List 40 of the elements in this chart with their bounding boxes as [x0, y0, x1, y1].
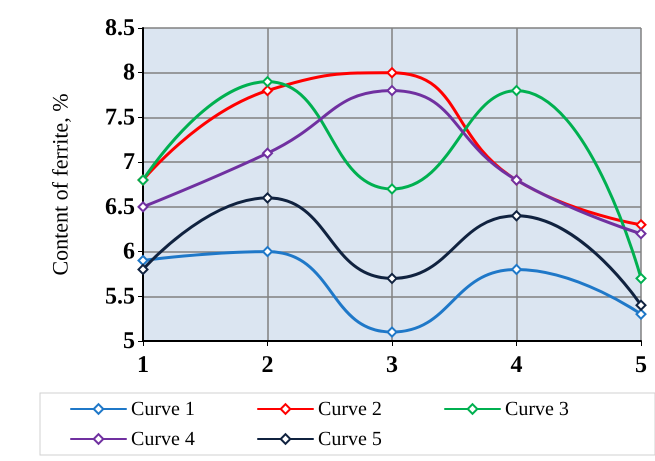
point	[386, 272, 398, 284]
point	[511, 210, 522, 222]
y-axis-title: Content of ferrite, %	[48, 93, 72, 276]
y-tick-label: 5	[123, 328, 135, 354]
y-tick-label: 6.5	[105, 194, 135, 220]
legend-label: Curve 3	[505, 398, 569, 420]
point	[138, 264, 148, 275]
legend-label: Curve 4	[131, 428, 195, 450]
point	[262, 192, 273, 204]
x-tick-label: 4	[510, 352, 522, 378]
x-tick-label: 5	[635, 352, 647, 378]
legend-label: Curve 2	[318, 398, 382, 420]
y-tick-label: 5.5	[105, 283, 135, 310]
point	[636, 228, 646, 240]
y-tick-label: 7	[123, 149, 135, 176]
x-tick-label: 3	[386, 352, 398, 378]
point	[138, 201, 148, 212]
point	[386, 183, 398, 194]
point	[511, 264, 522, 275]
point	[636, 272, 646, 284]
x-tick-label: 2	[262, 352, 274, 378]
y-tick-label: 7.5	[105, 104, 135, 130]
point	[262, 246, 273, 258]
point	[138, 255, 148, 266]
point	[636, 219, 646, 230]
point	[511, 85, 522, 96]
point	[262, 85, 273, 96]
legend-label: Curve 5	[318, 428, 382, 450]
point	[262, 76, 273, 88]
y-tick-label: 8	[123, 60, 135, 86]
point	[386, 67, 398, 78]
legend-label: Curve 1	[131, 398, 195, 420]
point	[636, 308, 646, 320]
x-tick-label: 1	[137, 352, 149, 378]
point	[262, 148, 273, 159]
point	[386, 326, 398, 338]
point	[636, 300, 646, 311]
y-tick-label: 6	[123, 238, 135, 265]
point	[386, 85, 398, 96]
y-tick-label: 8.5	[105, 15, 135, 41]
